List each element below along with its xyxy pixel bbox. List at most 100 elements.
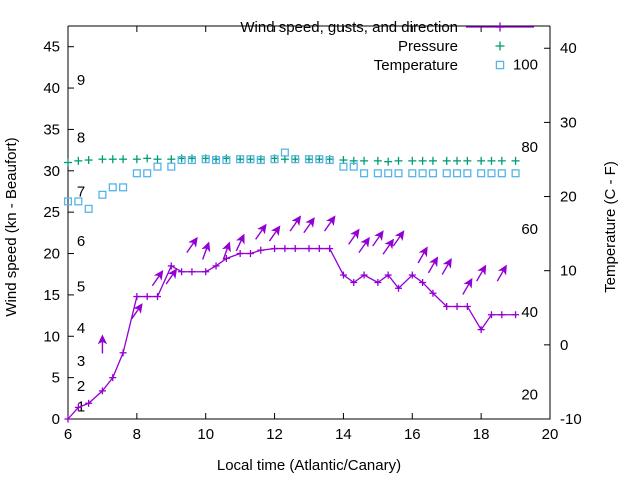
pressure-point <box>315 155 324 164</box>
temperature-point <box>98 190 107 199</box>
y-tick-label: 0 <box>52 411 60 428</box>
pressure-point <box>360 156 369 165</box>
pressure-point <box>187 154 196 163</box>
wind-speed-point <box>443 302 451 310</box>
beaufort-label: 8 <box>77 130 85 147</box>
temperature-point <box>477 169 486 178</box>
wind-direction-arrow <box>323 215 336 232</box>
wind-speed-point <box>133 293 141 301</box>
temperature-point <box>291 155 300 164</box>
temperature-point <box>270 155 279 164</box>
wind-speed-point <box>143 293 151 301</box>
beaufort-label: 9 <box>77 72 85 89</box>
x-axis-ticks: 6 8 10 12 14 16 18 20 <box>64 26 559 443</box>
pressure-point <box>177 154 186 163</box>
wind-direction-arrow <box>131 303 143 320</box>
wind-speed-point <box>119 349 127 357</box>
wind-speed-point <box>395 284 403 292</box>
pressure-point <box>373 156 382 165</box>
beaufort-label: 6 <box>77 233 85 250</box>
pressure-point <box>442 156 451 165</box>
wind-speed-point <box>487 311 495 319</box>
pressure-point <box>487 156 496 165</box>
temperature-point <box>132 169 141 178</box>
series-temperature <box>63 148 520 213</box>
wind-speed-point <box>188 268 196 276</box>
temperature-point <box>463 169 472 178</box>
pressure-point <box>305 155 313 164</box>
x-tick-label: 10 <box>197 426 214 443</box>
pressure-point <box>108 155 117 164</box>
wind-direction-arrow <box>417 246 428 264</box>
temperature-point <box>280 148 289 157</box>
temperature-point <box>177 155 186 165</box>
temperature-point <box>408 169 417 178</box>
wind-speed-point <box>498 311 506 319</box>
beaufort-label: 5 <box>77 279 85 296</box>
y2-axis-ticks: -10 0 10 20 30 40 <box>544 40 582 428</box>
pressure-point <box>418 156 427 165</box>
legend-label: Pressure <box>398 38 458 55</box>
wind-direction-arrow <box>97 334 108 354</box>
wind-speed-point <box>74 403 82 411</box>
wind-direction-arrow <box>255 223 267 240</box>
wind-speed-point <box>339 271 347 279</box>
pressure-point <box>98 155 107 164</box>
wind-direction-arrow <box>222 241 231 260</box>
pressure-point <box>428 156 437 165</box>
y2-tick-label: 40 <box>560 40 577 57</box>
wind-speed-point <box>463 302 471 310</box>
pressure-point <box>477 156 486 165</box>
wind-speed-point <box>305 245 313 253</box>
y2-tick-label: -10 <box>560 411 582 428</box>
wind-speed-point <box>315 245 323 253</box>
y-tick-label: 5 <box>52 370 60 387</box>
wind-speed-point <box>109 374 117 382</box>
wind-direction-arrow <box>348 228 360 245</box>
wind-direction-arrow <box>235 233 245 252</box>
x-tick-label: 16 <box>404 426 421 443</box>
wind-speed-point <box>384 271 392 279</box>
chart-legend: Wind speed, gusts, and direction Pressure… <box>240 19 534 74</box>
pressure-point <box>497 156 506 165</box>
pressure-point <box>143 154 152 163</box>
y2-tick-label: 20 <box>560 189 577 206</box>
temperature-point <box>236 155 245 164</box>
wind-speed-point <box>374 278 382 286</box>
wind-speed-point <box>202 268 210 276</box>
wind-direction-arrow <box>382 238 395 255</box>
wind-direction-arrow <box>201 241 211 260</box>
temperature-point <box>63 197 73 206</box>
y-tick-label: 10 <box>43 328 60 345</box>
y-axis-title: Wind speed (kn - Beaufort) <box>3 137 20 316</box>
legend-item: Wind speed, gusts, and direction <box>240 19 534 36</box>
x-tick-label: 12 <box>266 426 283 443</box>
temperature-point <box>373 169 382 178</box>
temperature-point <box>325 155 334 165</box>
wind-direction-arrow <box>427 256 439 274</box>
wind-direction-arrow <box>151 270 164 287</box>
pressure-point <box>408 156 417 165</box>
pressure-point <box>153 155 162 164</box>
temperature-point <box>211 155 221 165</box>
wind-speed-point <box>477 326 485 334</box>
temperature-point <box>84 204 93 213</box>
pressure-point <box>236 155 245 164</box>
x-tick-label: 18 <box>473 426 490 443</box>
temperature-point <box>452 169 462 178</box>
y-tick-label: 40 <box>43 80 60 97</box>
temperature-point <box>442 169 451 178</box>
wind-speed-point <box>154 293 162 301</box>
pressure-point <box>74 156 83 165</box>
temperature-point <box>201 155 210 164</box>
y-axis-ticks: 0 5 10 15 20 25 30 35 40 45 <box>43 39 74 428</box>
wind-speed-point <box>408 271 416 279</box>
temperature-point <box>143 169 152 178</box>
pressure-point <box>246 155 255 164</box>
temperature-point <box>246 155 255 164</box>
x-tick-label: 20 <box>542 426 559 443</box>
wind-speed-point <box>85 399 93 407</box>
pressure-point <box>291 155 300 164</box>
